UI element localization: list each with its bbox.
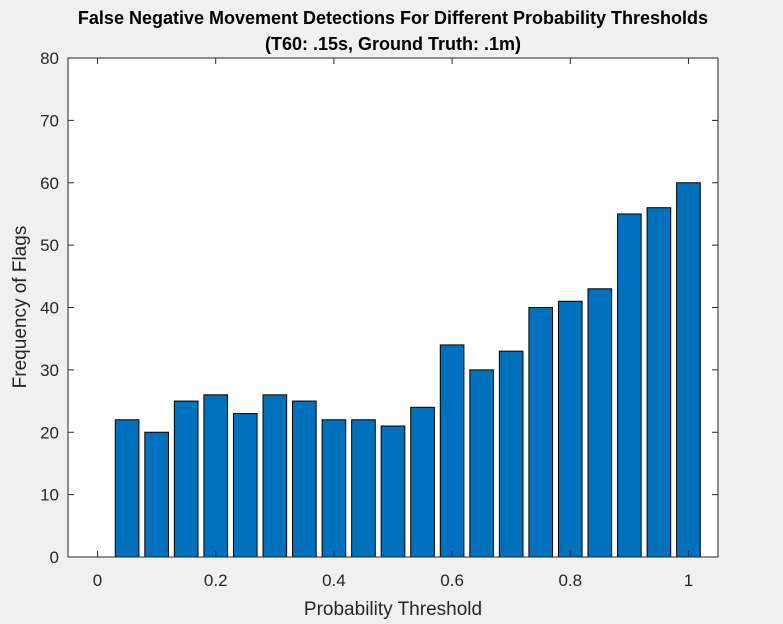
bar	[676, 182, 701, 558]
bar	[321, 419, 347, 558]
y-tick-label: 70	[40, 111, 59, 130]
x-tick-label: 0.2	[204, 571, 228, 590]
bar	[410, 406, 435, 558]
y-tick-label: 60	[40, 174, 59, 193]
x-tick-label: 0.6	[440, 571, 464, 590]
y-tick-label: 10	[40, 486, 59, 505]
y-tick-label: 0	[50, 548, 59, 567]
x-tick-label: 1	[684, 571, 693, 590]
bar	[498, 350, 524, 558]
bar	[351, 419, 376, 558]
bars-group	[114, 182, 701, 558]
bar	[262, 394, 288, 558]
y-tick-label: 50	[40, 236, 59, 255]
y-tick-label: 40	[40, 299, 59, 318]
y-axis-ticks: 0 10 20 30 40 50 60 70 80	[40, 49, 718, 567]
x-tick-label: 0	[93, 571, 102, 590]
y-tick-label: 80	[40, 49, 59, 68]
bar	[144, 431, 169, 558]
chart-subtitle: (T60: .15s, Ground Truth: .1m)	[265, 34, 521, 54]
bar	[617, 213, 642, 558]
y-tick-label: 30	[40, 361, 59, 380]
bar	[292, 400, 317, 558]
x-axis-ticks: 0 0.2 0.4 0.6 0.8 1	[93, 58, 693, 590]
y-axis-label: Frequency of Flags	[10, 226, 31, 389]
x-tick-label: 0.8	[558, 571, 582, 590]
bar	[469, 369, 494, 558]
bar	[380, 425, 406, 558]
bar	[173, 400, 199, 558]
x-axis-label: Probability Threshold	[304, 599, 482, 620]
bar	[587, 288, 613, 558]
bar	[232, 413, 258, 558]
bar	[114, 419, 140, 558]
bar	[439, 344, 465, 558]
y-tick-label: 20	[40, 423, 59, 442]
bar	[646, 207, 672, 558]
bar	[203, 394, 229, 558]
bar	[528, 307, 554, 558]
x-tick-label: 0.4	[322, 571, 346, 590]
chart-title: False Negative Movement Detections For D…	[78, 8, 708, 28]
bar	[557, 300, 583, 558]
